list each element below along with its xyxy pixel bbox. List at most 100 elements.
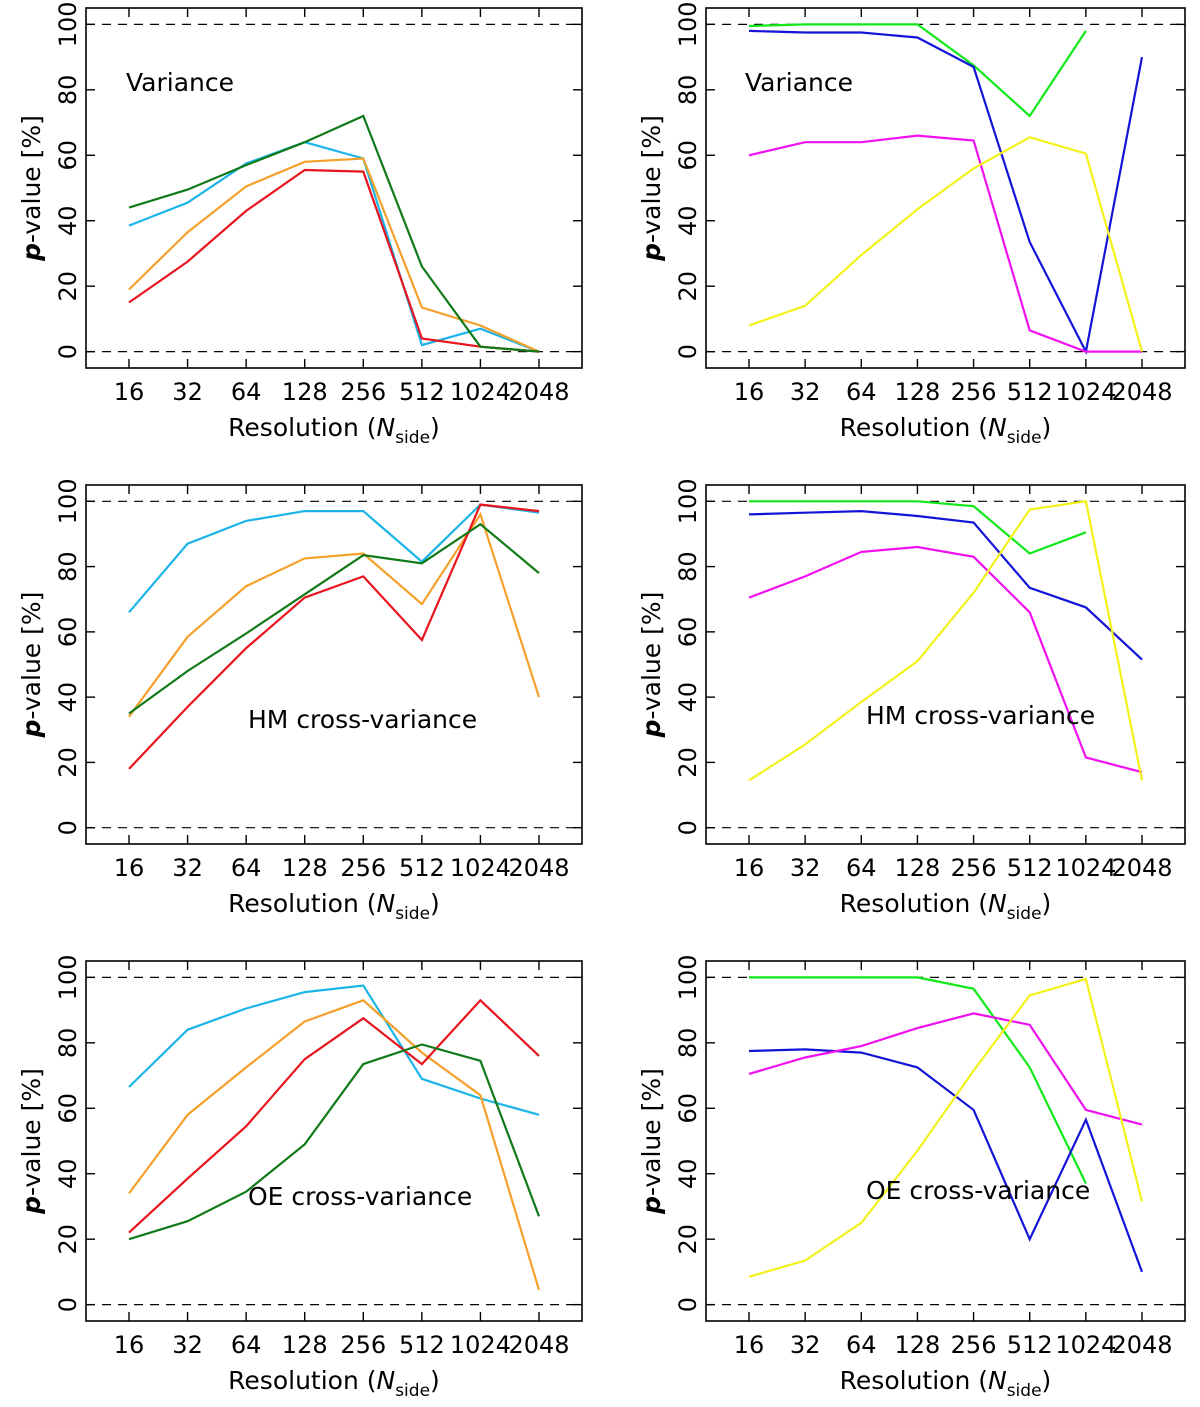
x-tick-label: 128 bbox=[895, 378, 941, 406]
x-tick-label: 512 bbox=[399, 1331, 445, 1359]
x-axis-label: Resolution (Nside) bbox=[840, 889, 1052, 924]
y-tick-label: 0 bbox=[674, 820, 702, 835]
y-tick-label: 60 bbox=[54, 1093, 82, 1124]
y-axis-label: p-value [%] bbox=[637, 592, 666, 739]
y-tick-label: 0 bbox=[54, 344, 82, 359]
panel-annotation: OE cross-variance bbox=[866, 1176, 1090, 1205]
y-tick-label: 40 bbox=[674, 205, 702, 236]
x-tick-label: 32 bbox=[790, 1331, 821, 1359]
x-tick-label: 32 bbox=[790, 854, 821, 882]
x-tick-label: 128 bbox=[895, 1331, 941, 1359]
y-axis-label: p-value [%] bbox=[17, 592, 46, 739]
series-line-s3 bbox=[748, 1012, 1143, 1126]
y-tick-label: 60 bbox=[54, 617, 82, 648]
series-line-s3 bbox=[128, 503, 540, 770]
series-line-s4 bbox=[748, 136, 1144, 352]
y-tick-label: 80 bbox=[54, 551, 82, 582]
x-tick-label: 2048 bbox=[508, 1331, 569, 1359]
y-tick-label: 40 bbox=[674, 1158, 702, 1189]
x-tick-label: 512 bbox=[399, 378, 445, 406]
x-tick-label: 32 bbox=[172, 1331, 203, 1359]
series-line-s2 bbox=[748, 509, 1143, 661]
y-tick-label: 20 bbox=[54, 747, 82, 778]
x-axis-label: Resolution (Nside) bbox=[840, 413, 1052, 448]
x-tick-label: 64 bbox=[846, 378, 877, 406]
y-tick-label: 60 bbox=[674, 1093, 702, 1124]
y-tick-label: 20 bbox=[674, 271, 702, 302]
series-line-s3 bbox=[128, 998, 540, 1234]
plot-frame bbox=[705, 484, 1186, 845]
panel-annotation: HM cross-variance bbox=[248, 705, 477, 734]
series-line-s3 bbox=[748, 545, 1143, 774]
y-tick-label: 80 bbox=[674, 551, 702, 582]
x-tick-label: 512 bbox=[1007, 854, 1053, 882]
x-tick-label: 128 bbox=[282, 854, 328, 882]
y-axis-label: p-value [%] bbox=[637, 115, 666, 262]
y-tick-label: 60 bbox=[674, 617, 702, 648]
x-tick-label: 32 bbox=[172, 854, 203, 882]
x-tick-label: 128 bbox=[282, 1331, 328, 1359]
y-tick-label: 20 bbox=[54, 271, 82, 302]
y-axis-label: p-value [%] bbox=[17, 115, 46, 262]
series-line-s1 bbox=[128, 141, 540, 353]
x-tick-label: 256 bbox=[340, 1331, 386, 1359]
series-line-s4 bbox=[128, 522, 540, 715]
x-tick-label: 1024 bbox=[450, 378, 511, 406]
panel-annotation: OE cross-variance bbox=[248, 1182, 472, 1211]
x-tick-label: 16 bbox=[734, 1331, 765, 1359]
plot-frame bbox=[705, 960, 1186, 1322]
x-tick-label: 512 bbox=[1007, 378, 1053, 406]
x-tick-label: 1024 bbox=[450, 854, 511, 882]
x-tick-label: 2048 bbox=[1111, 1331, 1172, 1359]
y-tick-label: 80 bbox=[54, 75, 82, 106]
x-tick-label: 512 bbox=[1007, 1331, 1053, 1359]
y-tick-label: 100 bbox=[674, 1, 702, 47]
y-tick-label: 40 bbox=[674, 682, 702, 713]
plot-frame bbox=[85, 7, 583, 369]
x-axis-label: Resolution (Nside) bbox=[228, 1366, 440, 1401]
plot-frame bbox=[705, 7, 1186, 369]
series-line-s2 bbox=[128, 511, 541, 718]
y-tick-label: 20 bbox=[674, 747, 702, 778]
series-line-s4 bbox=[128, 1043, 541, 1241]
series-line-s1 bbox=[128, 984, 540, 1116]
x-tick-label: 64 bbox=[846, 854, 877, 882]
y-tick-label: 60 bbox=[54, 140, 82, 171]
series-line-s1 bbox=[749, 500, 1087, 555]
y-tick-label: 0 bbox=[674, 1297, 702, 1312]
y-tick-label: 80 bbox=[54, 1028, 82, 1059]
series-line-s4 bbox=[748, 500, 1144, 782]
x-tick-label: 256 bbox=[340, 378, 386, 406]
series-line-s2 bbox=[128, 157, 540, 353]
y-tick-label: 40 bbox=[54, 1158, 82, 1189]
x-tick-label: 1024 bbox=[1055, 854, 1116, 882]
x-tick-label: 64 bbox=[231, 378, 262, 406]
x-tick-label: 256 bbox=[951, 1331, 997, 1359]
x-tick-label: 256 bbox=[340, 854, 386, 882]
series-line-s1 bbox=[749, 976, 1087, 1184]
series-line-s2 bbox=[128, 999, 541, 1291]
x-tick-label: 128 bbox=[895, 854, 941, 882]
plot-frame bbox=[85, 960, 583, 1322]
x-tick-label: 16 bbox=[734, 854, 765, 882]
x-axis-label: Resolution (Nside) bbox=[840, 1366, 1052, 1401]
y-tick-label: 40 bbox=[54, 682, 82, 713]
x-tick-label: 32 bbox=[172, 378, 203, 406]
x-tick-label: 16 bbox=[734, 378, 765, 406]
y-tick-label: 0 bbox=[54, 820, 82, 835]
x-tick-label: 16 bbox=[114, 854, 145, 882]
y-tick-label: 100 bbox=[54, 1, 82, 47]
series-line-s1 bbox=[128, 503, 540, 614]
y-tick-label: 80 bbox=[674, 1028, 702, 1059]
x-tick-label: 512 bbox=[399, 854, 445, 882]
x-tick-label: 64 bbox=[846, 1331, 877, 1359]
x-tick-label: 32 bbox=[790, 378, 821, 406]
series-line-s3 bbox=[748, 134, 1142, 353]
y-tick-label: 0 bbox=[674, 344, 702, 359]
x-tick-label: 1024 bbox=[450, 1331, 511, 1359]
